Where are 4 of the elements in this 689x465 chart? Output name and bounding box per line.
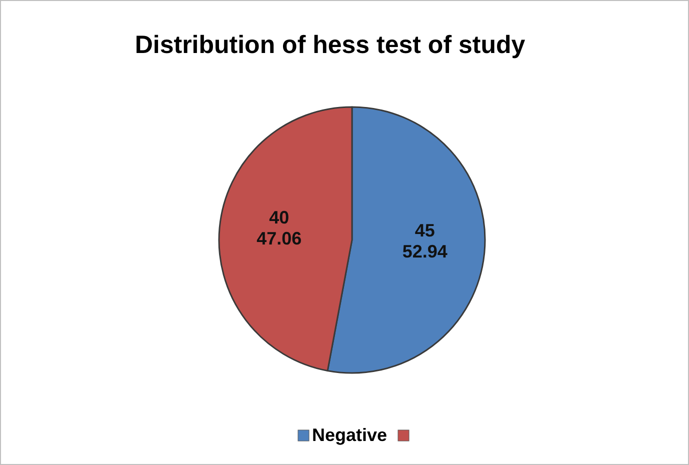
data-label: 40 47.06 bbox=[256, 207, 302, 248]
legend-label: Negative bbox=[312, 425, 388, 445]
chart-title: Distribution of hess test of study bbox=[134, 31, 526, 59]
data-label: 45 52.94 bbox=[402, 220, 448, 262]
